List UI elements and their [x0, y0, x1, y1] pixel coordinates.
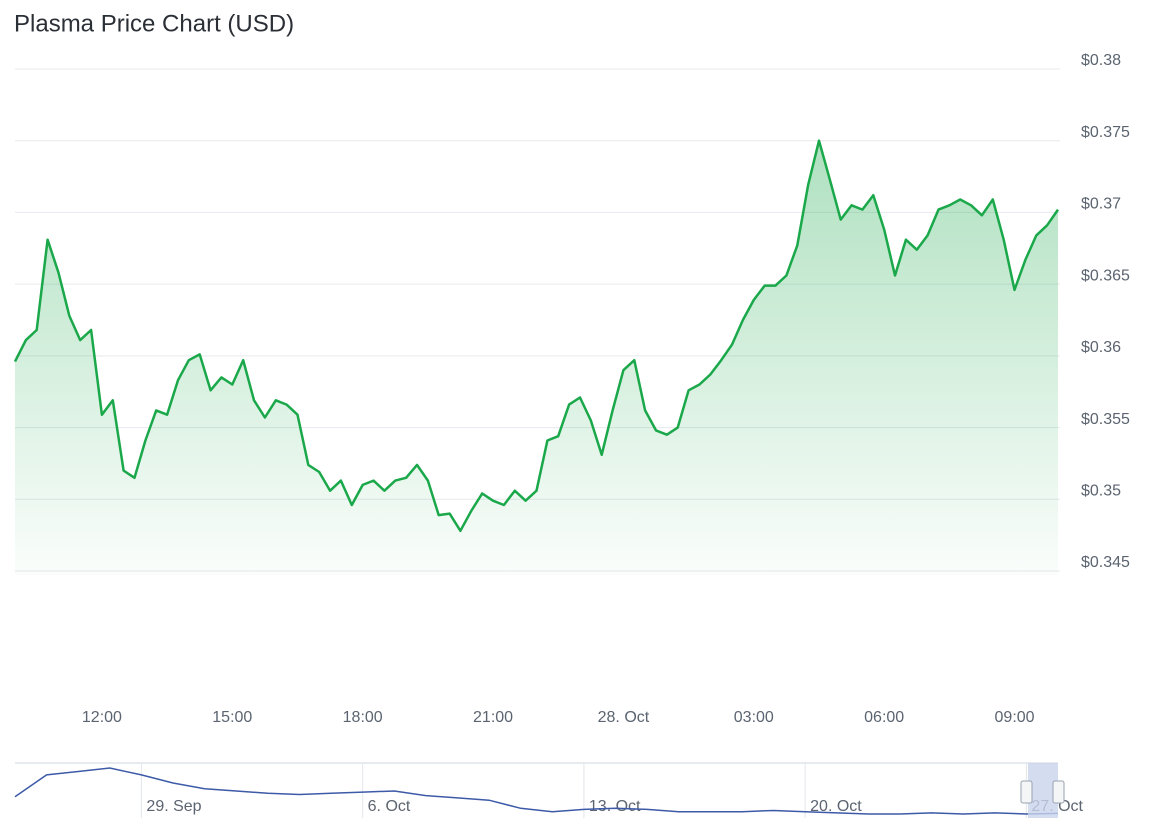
- x-tick-label: 06:00: [864, 709, 904, 726]
- y-tick-label: $0.355: [1081, 411, 1130, 428]
- y-tick-label: $0.37: [1081, 196, 1121, 213]
- navigator-label: 13. Oct: [589, 798, 641, 815]
- x-tick-label: 12:00: [82, 709, 122, 726]
- x-tick-label: 15:00: [212, 709, 252, 726]
- navigator-label: 29. Sep: [146, 798, 201, 815]
- x-tick-label: 28. Oct: [598, 709, 650, 726]
- y-tick-label: $0.345: [1081, 554, 1130, 571]
- x-tick-label: 03:00: [734, 709, 774, 726]
- navigator-label: 6. Oct: [368, 798, 411, 815]
- x-tick-label: 21:00: [473, 709, 513, 726]
- price-line: [13, 139, 1060, 533]
- navigator-line: [14, 767, 1059, 815]
- y-tick-label: $0.36: [1081, 339, 1121, 356]
- navigator-handle[interactable]: [1052, 780, 1065, 804]
- chart-title: Plasma Price Chart (USD): [14, 10, 294, 37]
- y-tick-label: $0.35: [1081, 483, 1121, 500]
- navigator-handle[interactable]: [1020, 780, 1033, 804]
- area-fill: [15, 140, 1058, 575]
- navigator-label: 20. Oct: [810, 798, 862, 815]
- y-tick-label: $0.38: [1081, 52, 1121, 69]
- x-tick-label: 09:00: [995, 709, 1035, 726]
- y-tick-label: $0.365: [1081, 267, 1130, 284]
- y-tick-label: $0.375: [1081, 124, 1130, 141]
- x-tick-label: 18:00: [343, 709, 383, 726]
